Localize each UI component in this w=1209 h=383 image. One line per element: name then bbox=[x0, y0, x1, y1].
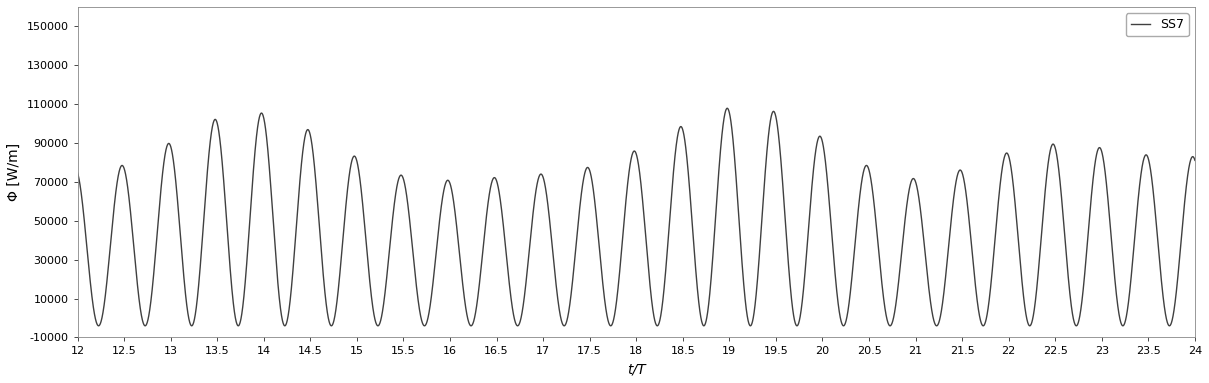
X-axis label: t/T: t/T bbox=[627, 362, 646, 376]
Y-axis label: Φ [W/m]: Φ [W/m] bbox=[7, 143, 21, 201]
Legend: SS7: SS7 bbox=[1126, 13, 1188, 36]
